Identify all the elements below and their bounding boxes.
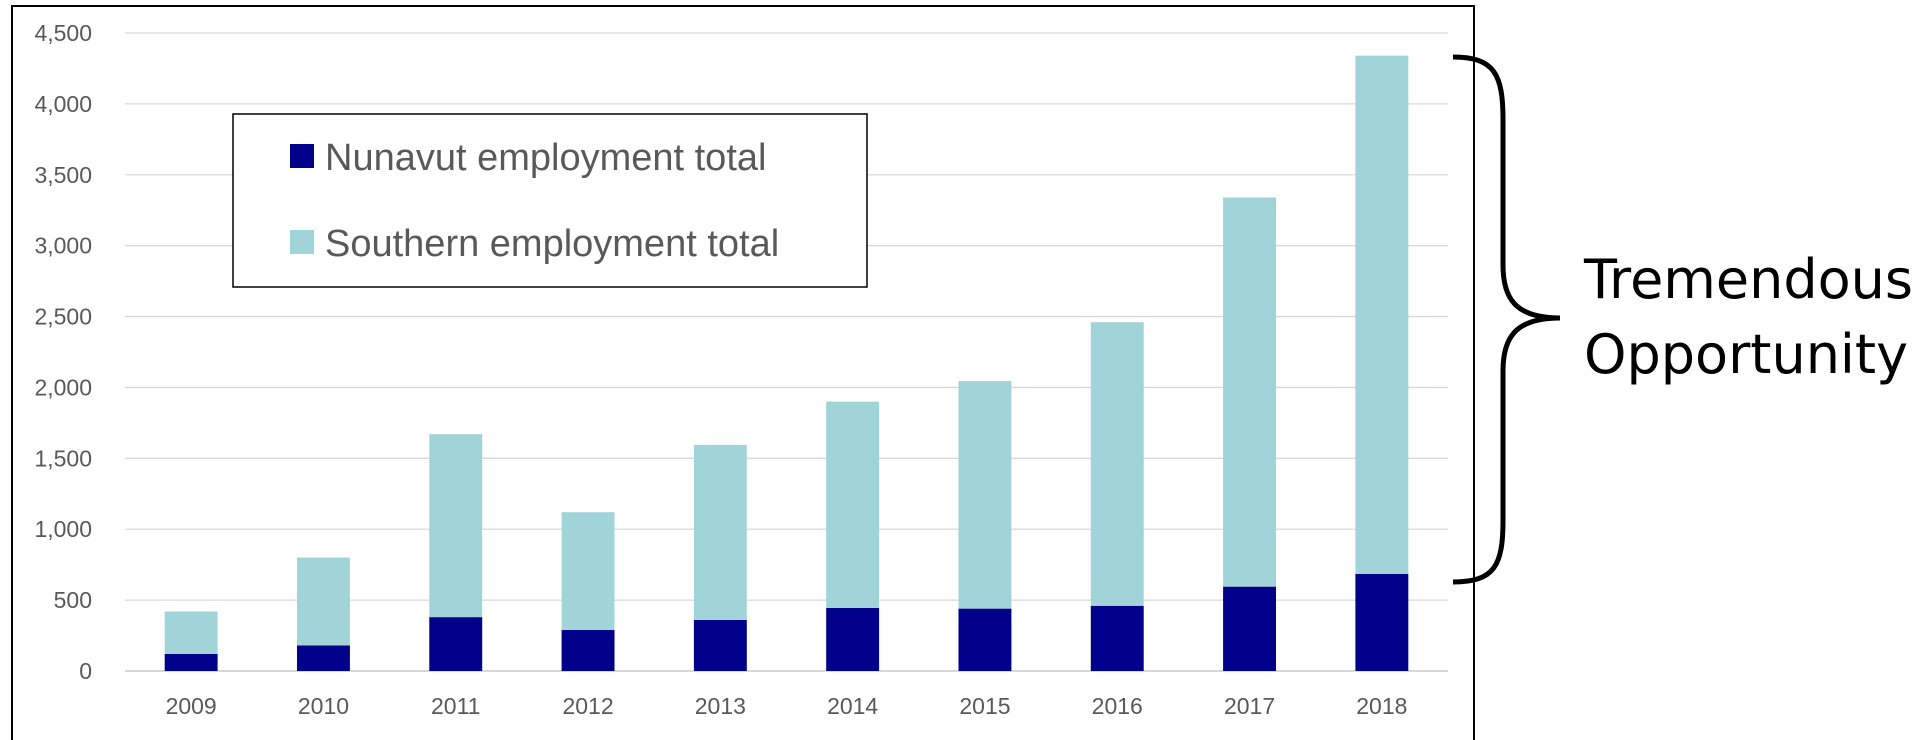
legend: Nunavut employment total Southern employ… — [232, 113, 868, 288]
bar-nunavut — [164, 653, 218, 671]
legend-swatch-nunavut — [290, 144, 314, 168]
bar-nunavut — [826, 607, 880, 671]
x-tick-label: 2017 — [1224, 693, 1275, 719]
bar-southern — [296, 557, 350, 646]
x-axis-tick-labels: 2009 2010 2011 2012 2013 2014 2015 2016 2017 2018 — [166, 693, 1408, 719]
x-tick-label: 2015 — [959, 693, 1010, 719]
bar-southern — [1223, 197, 1277, 587]
bar-nunavut — [1090, 605, 1144, 671]
y-tick-label: 3,500 — [34, 162, 92, 188]
x-tick-label: 2018 — [1356, 693, 1407, 719]
bar-southern — [429, 434, 483, 618]
annotation-line-1: Tremendous — [1583, 248, 1913, 311]
bar-southern — [693, 444, 747, 620]
bar-southern — [561, 512, 615, 630]
y-tick-label: 500 — [54, 587, 92, 613]
x-tick-label: 2011 — [431, 693, 480, 719]
bars — [164, 55, 1409, 671]
legend-swatch-southern — [290, 230, 314, 254]
bar-southern — [164, 611, 218, 654]
y-tick-label: 3,000 — [34, 233, 92, 259]
legend-label-southern: Southern employment total — [325, 223, 779, 265]
x-tick-label: 2013 — [695, 693, 746, 719]
legend-box — [232, 113, 868, 288]
bar-southern — [1355, 55, 1409, 574]
x-tick-label: 2014 — [827, 693, 878, 719]
bar-nunavut — [561, 629, 615, 671]
y-tick-label: 0 — [79, 658, 92, 684]
annotation-line-2: Opportunity — [1584, 323, 1908, 386]
bar-southern — [958, 381, 1012, 609]
bar-southern — [1090, 322, 1144, 606]
bar-nunavut — [429, 617, 483, 671]
legend-label-nunavut: Nunavut employment total — [325, 137, 766, 179]
y-tick-label: 2,000 — [34, 374, 92, 400]
bar-nunavut — [958, 608, 1012, 671]
x-tick-label: 2012 — [562, 693, 613, 719]
x-tick-label: 2016 — [1092, 693, 1143, 719]
curly-brace-icon — [1452, 54, 1561, 585]
bar-nunavut — [1355, 573, 1409, 671]
y-tick-label: 2,500 — [34, 304, 92, 330]
x-tick-label: 2009 — [166, 693, 217, 719]
y-tick-label: 1,500 — [34, 445, 92, 471]
bar-nunavut — [1223, 586, 1277, 671]
y-axis-tick-labels: 0 500 1,000 1,500 2,000 2,500 3,000 3,500 4,000 4… — [34, 20, 92, 684]
x-tick-label: 2010 — [298, 693, 349, 719]
bar-nunavut — [296, 645, 350, 671]
y-tick-label: 4,000 — [34, 91, 92, 117]
y-tick-label: 1,000 — [34, 516, 92, 542]
bar-southern — [826, 401, 880, 608]
y-tick-label: 4,500 — [34, 20, 92, 46]
bar-nunavut — [693, 619, 747, 671]
